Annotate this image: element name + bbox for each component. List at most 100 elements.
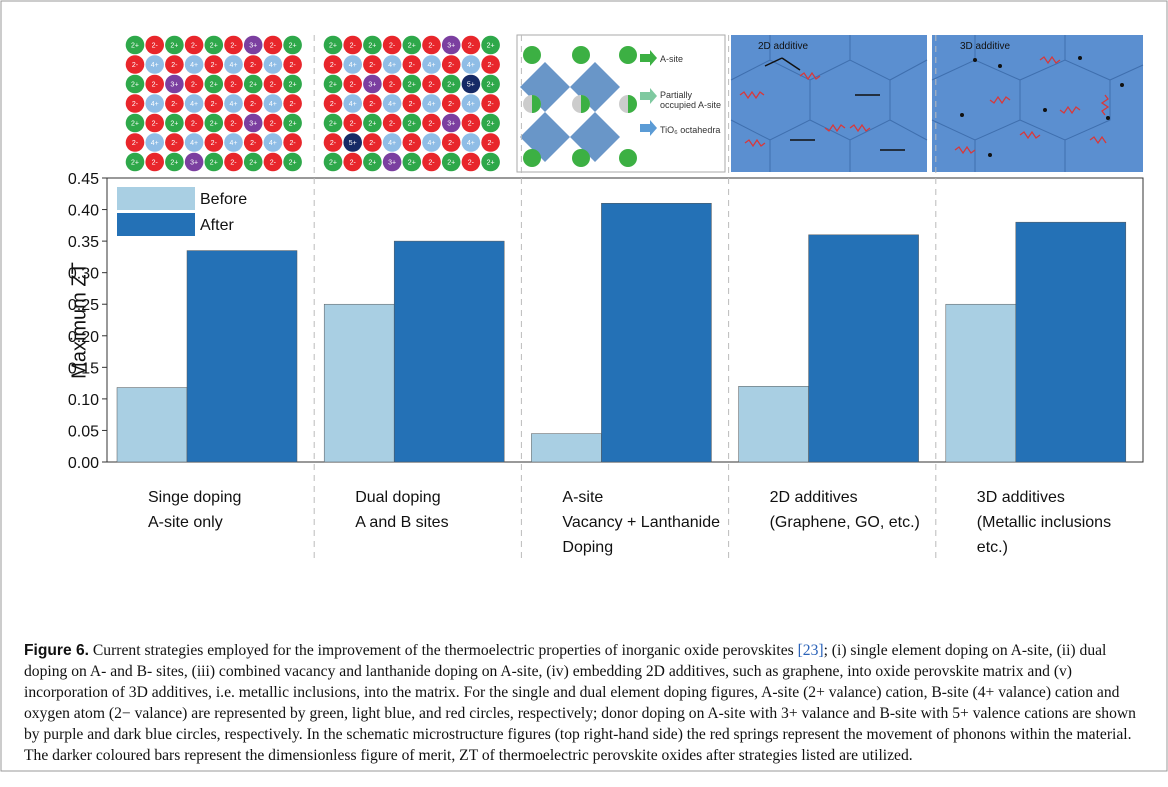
ion	[224, 113, 243, 133]
ion-label: 5+	[467, 82, 475, 89]
ion	[125, 133, 145, 152]
legend-swatch	[117, 213, 195, 236]
ion-label: 4+	[467, 62, 475, 69]
ion-label: 2-	[350, 82, 357, 89]
2d-additive-panel	[730, 35, 928, 172]
ion-label: 2-	[171, 140, 178, 147]
bar	[1015, 221, 1127, 463]
ion	[441, 35, 461, 55]
x-tick-label: Dual doping A and B sites	[355, 489, 449, 531]
ion-label: 2-	[350, 43, 357, 50]
ion-label: 2+	[487, 82, 495, 89]
ion-label: 2-	[428, 43, 435, 50]
ion-label: 4+	[269, 62, 277, 69]
ion	[125, 55, 145, 74]
ion	[145, 152, 164, 172]
ion	[343, 152, 363, 172]
ion-label: 2-	[132, 62, 139, 69]
ion-label: 2+	[487, 121, 495, 128]
ion	[184, 133, 204, 152]
ion	[441, 152, 461, 172]
ion	[481, 74, 500, 94]
caption: Figure 6. Current strategies employed fo…	[24, 640, 1149, 766]
ion-label: 2+	[329, 82, 337, 89]
ion-label: 2-	[389, 82, 396, 89]
ion	[363, 35, 382, 55]
ion	[263, 55, 283, 74]
ion-label: 2-	[487, 140, 494, 147]
ion-label: 4+	[269, 140, 277, 147]
ion-label: 2-	[468, 160, 475, 167]
ion	[363, 74, 382, 94]
ion-label: 2-	[409, 62, 416, 69]
ion	[243, 133, 263, 152]
x-tick-label: 3D additives (Metallic inclusions etc.)	[976, 489, 1112, 556]
ion	[441, 55, 461, 74]
y-tick-label: 0.05	[68, 423, 99, 440]
ion	[441, 94, 461, 113]
y-tick-label: 0.25	[68, 297, 99, 314]
bar	[531, 433, 602, 463]
ion-label: 2-	[350, 160, 357, 167]
ion	[263, 74, 283, 94]
x-tick-label: A-site Vacancy + Lanthanide Doping	[562, 489, 720, 556]
ion	[402, 35, 422, 55]
ion	[184, 152, 204, 172]
ion	[382, 35, 402, 55]
caption-text: ; (i) single element doping on A-site, (…	[24, 642, 1136, 764]
ion-label: 2+	[408, 121, 416, 128]
ion	[263, 35, 283, 55]
ion	[145, 113, 164, 133]
ion	[283, 152, 302, 172]
ion	[165, 35, 184, 55]
ion	[422, 55, 441, 74]
ion-label: 2+	[289, 121, 297, 128]
ion-label: 2-	[250, 62, 257, 69]
bar	[393, 240, 505, 463]
ion	[422, 35, 441, 55]
ion	[481, 152, 500, 172]
ion-label: 2-	[191, 82, 198, 89]
ion-label: 4+	[151, 140, 159, 147]
ion	[323, 74, 343, 94]
caption-ref[interactable]: [23]	[797, 642, 824, 659]
ion-label: 2-	[152, 82, 159, 89]
ion	[481, 133, 500, 152]
ion	[441, 113, 461, 133]
ion-label: 2-	[191, 121, 198, 128]
ion-label: 2-	[152, 160, 159, 167]
ion	[165, 152, 184, 172]
ion	[184, 94, 204, 113]
ion-label: 2-	[152, 121, 159, 128]
ion-label: 4+	[388, 62, 396, 69]
ion	[422, 133, 441, 152]
ion-label: 2+	[329, 160, 337, 167]
ion-label: 4+	[230, 62, 238, 69]
ion-label: 3+	[170, 82, 178, 89]
ion-label: 2-	[270, 82, 277, 89]
ion	[343, 133, 363, 152]
y-tick-label: 0.30	[68, 266, 99, 283]
caption-label: Figure 6.	[24, 642, 89, 659]
ion	[283, 55, 302, 74]
ion-label: 2+	[408, 82, 416, 89]
ion-label: 2-	[211, 140, 218, 147]
ion-label: 4+	[428, 101, 436, 108]
ion	[343, 74, 363, 94]
ion	[363, 94, 382, 113]
ion	[204, 152, 224, 172]
ion-label: 2-	[289, 101, 296, 108]
ion	[382, 74, 402, 94]
ion	[125, 152, 145, 172]
ion-label: 2-	[250, 101, 257, 108]
ion	[145, 35, 164, 55]
ion	[165, 55, 184, 74]
ion	[224, 74, 243, 94]
ion-label: 2+	[131, 121, 139, 128]
ion-label: 2+	[170, 43, 178, 50]
bar	[323, 303, 395, 463]
ion	[125, 113, 145, 133]
ion-label: 4+	[388, 140, 396, 147]
ion-label: 4+	[269, 101, 277, 108]
